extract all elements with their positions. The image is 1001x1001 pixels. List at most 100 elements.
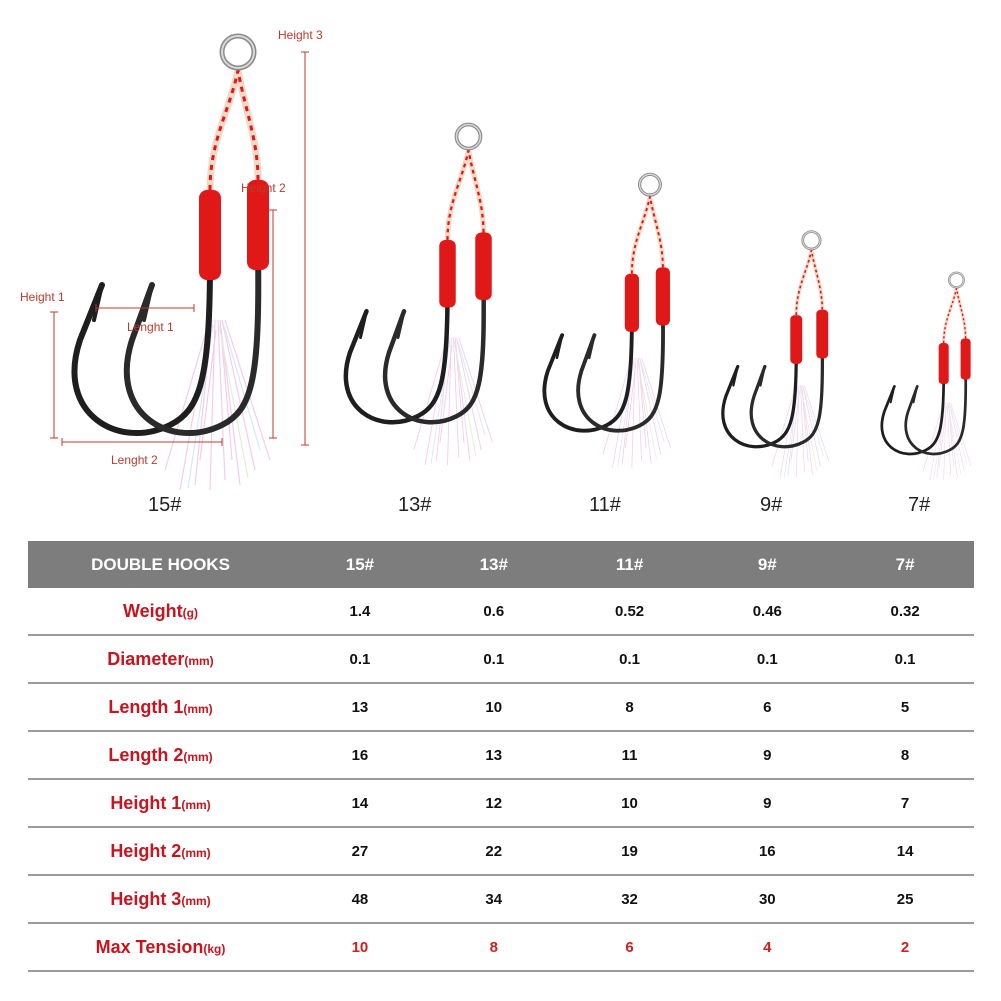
hook-15-image (74, 36, 270, 490)
column-header: 13# (426, 541, 561, 588)
table-row: Weight(g) 1.4 0.6 0.52 0.46 0.32 (28, 588, 974, 636)
row-label-name: Height 1 (110, 792, 182, 813)
height3-label: Height 3 (278, 28, 323, 42)
table-cell: 10 (560, 779, 699, 828)
height3-dimension-line (301, 51, 309, 446)
height1-label: Height 1 (20, 290, 65, 304)
size-label-7: 7# (908, 494, 931, 516)
table-cell: 8 (560, 683, 699, 732)
hook-7-image (880, 271, 973, 480)
table-header-row: DOUBLE HOOKS 15# 13# 11# 9# 7# (28, 541, 974, 588)
table-row: Height 3(mm) 48 34 32 30 25 (28, 875, 974, 924)
size-label-11: 11# (589, 494, 621, 516)
table-cell: 22 (426, 827, 561, 876)
size-label-15: 15# (148, 494, 182, 516)
table-cell: 34 (426, 875, 561, 924)
table-cell: 6 (560, 923, 699, 972)
table-cell: 11 (560, 731, 699, 780)
table-cell: 0.1 (698, 635, 837, 684)
row-label-name: Weight (123, 600, 183, 621)
table-cell: 13 (426, 731, 561, 780)
table-cell: 0.52 (560, 588, 699, 636)
size-label-13: 13# (398, 494, 432, 516)
table-cell: 1.4 (293, 588, 427, 636)
hook-9-image (720, 229, 831, 478)
size-label-9: 9# (760, 494, 783, 516)
table-cell: 16 (293, 731, 427, 780)
table-row: Height 2(mm) 27 22 19 16 14 (28, 827, 974, 876)
row-label-unit: (mm) (183, 701, 213, 716)
row-label-name: Height 3 (110, 888, 182, 909)
table-cell: 0.1 (560, 635, 699, 684)
spec-table: DOUBLE HOOKS 15# 13# 11# 9# 7# Weight(g)… (28, 541, 974, 972)
table-cell: 0.32 (836, 588, 974, 636)
table-cell: 0.1 (426, 635, 561, 684)
column-header: 11# (560, 541, 699, 588)
row-label: Height 2(mm) (28, 827, 293, 876)
height2-dimension-line (269, 209, 277, 439)
row-label: Diameter(mm) (28, 635, 293, 684)
table-cell: 10 (293, 923, 427, 972)
row-label-name: Diameter (107, 648, 185, 669)
row-label-unit: (mm) (181, 845, 211, 860)
column-header: 9# (698, 541, 837, 588)
table-cell: 0.1 (293, 635, 427, 684)
table-cell: 5 (836, 683, 974, 732)
table-cell: 48 (293, 875, 427, 924)
table-cell: 6 (698, 683, 837, 732)
hook-11-image (544, 174, 670, 467)
table-cell: 25 (836, 875, 974, 924)
length1-label: Lenght 1 (127, 320, 174, 334)
table-row: Diameter(mm) 0.1 0.1 0.1 0.1 0.1 (28, 635, 974, 684)
row-label: Weight(g) (28, 588, 293, 636)
table-row: Max Tension(kg) 10 8 6 4 2 (28, 923, 974, 972)
table-cell: 13 (293, 683, 427, 732)
table-cell: 8 (836, 731, 974, 780)
hook-13-image (346, 125, 493, 466)
row-label-name: Max Tension (95, 936, 204, 957)
table-cell: 7 (836, 779, 974, 828)
row-label: Height 3(mm) (28, 875, 293, 924)
table-cell: 12 (426, 779, 561, 828)
length2-dimension-line (61, 438, 223, 446)
table-cell: 14 (836, 827, 974, 876)
row-label-unit: (g) (182, 605, 198, 620)
table-cell: 0.46 (698, 588, 837, 636)
row-label-unit: (kg) (203, 941, 226, 956)
table-row: Length 2(mm) 16 13 11 9 8 (28, 731, 974, 780)
row-label-name: Length 1 (108, 696, 184, 717)
row-label: Length 1(mm) (28, 683, 293, 732)
column-header: 15# (293, 541, 427, 588)
height2-label: Height 2 (241, 181, 286, 195)
hooks-illustration (50, 0, 973, 540)
table-cell: 27 (293, 827, 427, 876)
row-label-name: Length 2 (108, 744, 184, 765)
table-cell: 2 (836, 923, 974, 972)
height1-dimension-line (50, 311, 58, 439)
row-label-unit: (mm) (184, 653, 214, 668)
table-cell: 0.1 (836, 635, 974, 684)
length1-dimension-line (95, 304, 195, 312)
table-cell: 16 (698, 827, 837, 876)
row-label-unit: (mm) (181, 893, 211, 908)
row-label: Height 1(mm) (28, 779, 293, 828)
table-cell: 30 (698, 875, 837, 924)
table-cell: 0.6 (426, 588, 561, 636)
row-label-unit: (mm) (183, 749, 213, 764)
row-label-name: Height 2 (110, 840, 182, 861)
table-row: Height 1(mm) 14 12 10 9 7 (28, 779, 974, 828)
table-cell: 4 (698, 923, 837, 972)
table-cell: 32 (560, 875, 699, 924)
row-label: Length 2(mm) (28, 731, 293, 780)
column-header: 7# (836, 541, 974, 588)
table-cell: 9 (698, 779, 837, 828)
table-cell: 14 (293, 779, 427, 828)
table-cell: 9 (698, 731, 837, 780)
table-cell: 10 (426, 683, 561, 732)
row-label-unit: (mm) (181, 797, 211, 812)
row-label: Max Tension(kg) (28, 923, 293, 972)
header-label: DOUBLE HOOKS (28, 541, 293, 588)
length2-label: Lenght 2 (111, 453, 158, 467)
table-row: Length 1(mm) 13 10 8 6 5 (28, 683, 974, 732)
table-cell: 19 (560, 827, 699, 876)
